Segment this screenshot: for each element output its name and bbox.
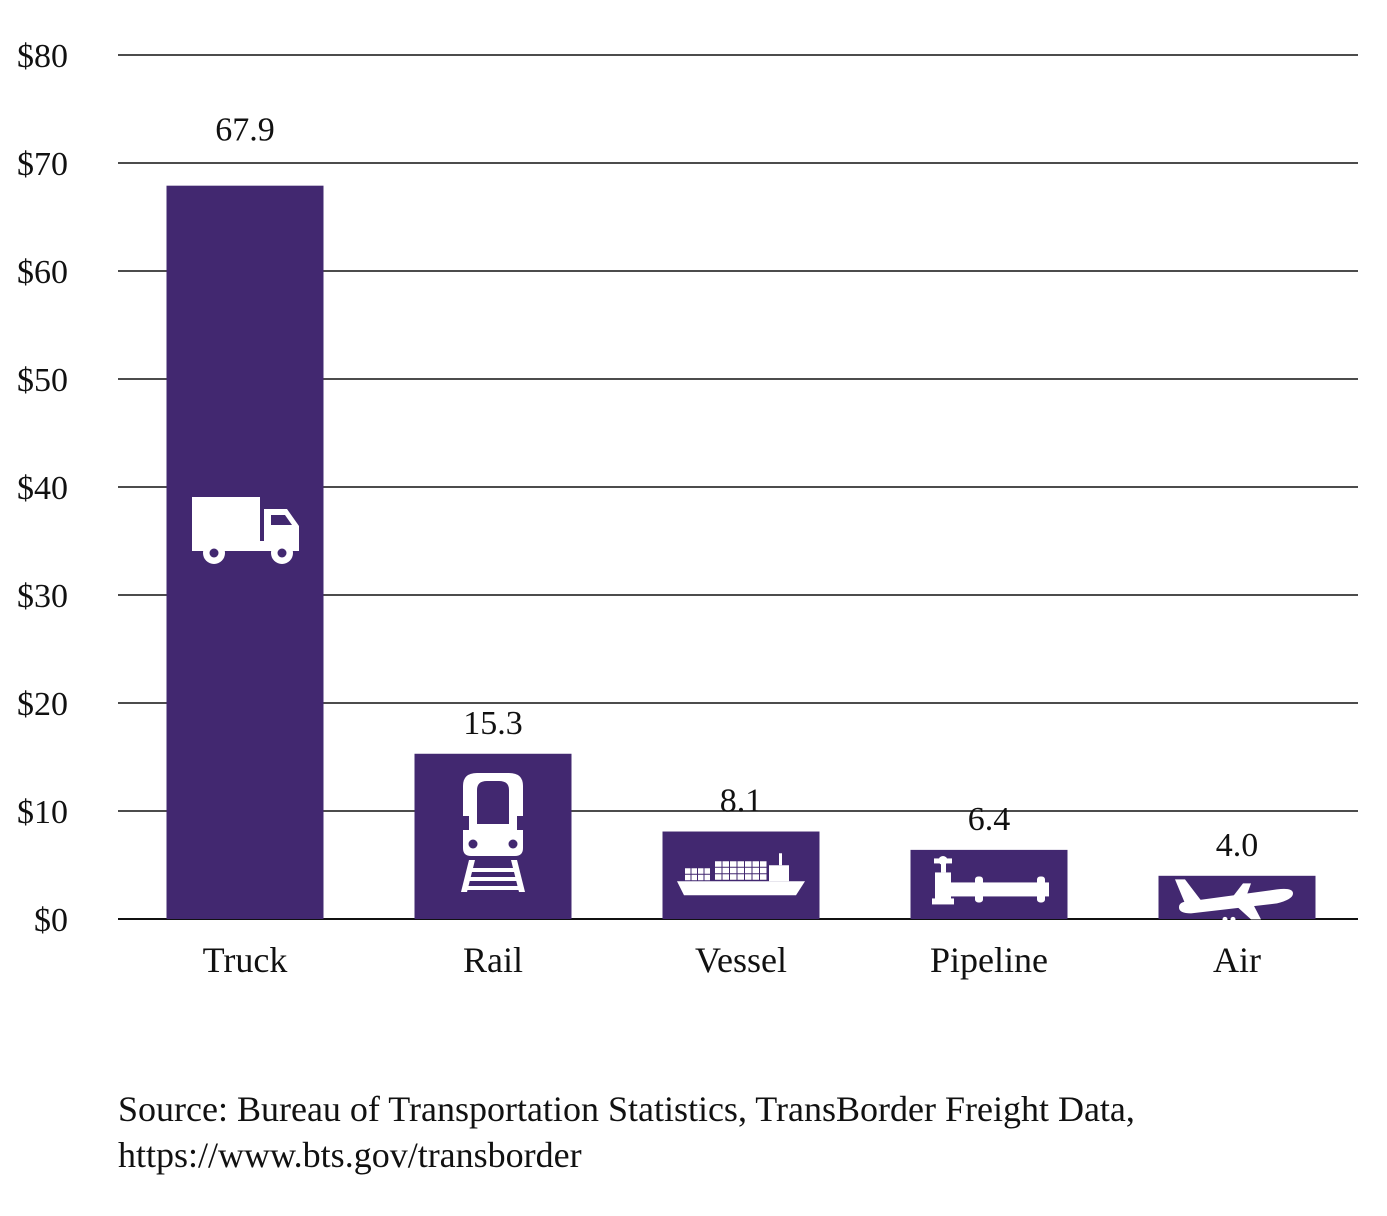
value-label: 15.3 — [463, 705, 523, 742]
source-line-1: Source: Bureau of Transportation Statist… — [118, 1089, 1135, 1129]
source-line-2: https://www.bts.gov/transborder — [118, 1135, 582, 1175]
ship-icon — [677, 853, 805, 896]
bar-chart: $0 $10 $20 $30 $40 $50 $60 $70 $80 67.9 15.3 8.1 6.… — [17, 38, 1358, 980]
bar-truck — [166, 185, 324, 919]
source-note: Source: Bureau of Transportation Statist… — [118, 1086, 1318, 1178]
pipeline-icon — [932, 855, 1049, 905]
category-label: Air — [1213, 940, 1261, 980]
value-label: 67.9 — [215, 112, 275, 149]
value-labels: 67.9 15.3 8.1 6.4 4.0 — [215, 112, 1258, 864]
y-tick-label: $30 — [17, 578, 68, 615]
category-label: Truck — [203, 940, 288, 980]
y-tick-label: $0 — [34, 902, 68, 939]
y-tick-label: $50 — [17, 362, 68, 399]
value-label: 8.1 — [720, 783, 763, 820]
value-label: 4.0 — [1216, 827, 1259, 864]
train-icon — [461, 773, 525, 892]
y-tick-label: $70 — [17, 146, 68, 183]
value-label: 6.4 — [968, 801, 1011, 838]
category-label: Rail — [463, 940, 523, 980]
y-tick-label: $20 — [17, 686, 68, 723]
bar-icons — [192, 497, 1293, 922]
x-axis-category-labels: Truck Rail Vessel Pipeline Air — [203, 940, 1261, 980]
gridlines — [118, 54, 1358, 920]
airplane-icon — [1175, 879, 1293, 922]
y-tick-label: $40 — [17, 470, 68, 507]
truck-icon — [192, 497, 299, 564]
y-tick-label: $80 — [17, 38, 68, 75]
y-tick-label: $10 — [17, 794, 68, 831]
y-tick-label: $60 — [17, 254, 68, 291]
category-label: Pipeline — [930, 940, 1048, 980]
y-axis-tick-labels: $0 $10 $20 $30 $40 $50 $60 $70 $80 — [17, 38, 68, 939]
category-label: Vessel — [695, 940, 787, 980]
